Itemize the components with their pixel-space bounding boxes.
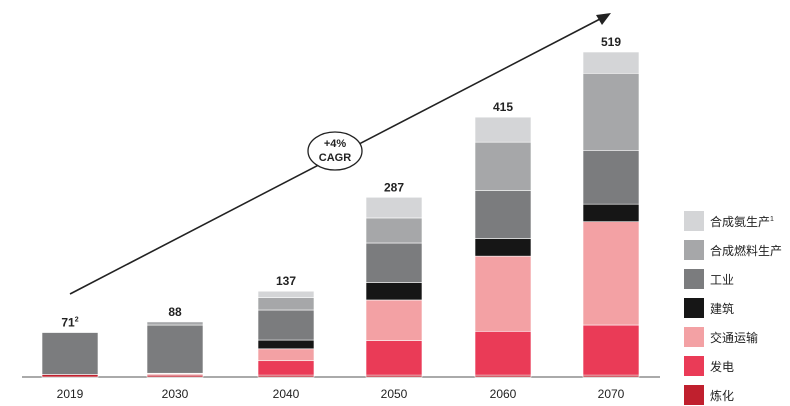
bar-segment-2040-7 xyxy=(257,290,315,298)
legend-swatch xyxy=(684,356,704,376)
bar-segment-2040-6 xyxy=(257,297,315,311)
bar-segment-2030-5 xyxy=(146,324,204,374)
legend-swatch xyxy=(684,298,704,318)
x-tick-label-2030: 2030 xyxy=(162,387,189,401)
bar-segment-2070-7 xyxy=(582,51,640,74)
legend-label: 交通运输 xyxy=(710,330,758,345)
legend-superscript: 1 xyxy=(770,216,774,223)
bar-segment-2070-2 xyxy=(582,324,640,376)
bar-segment-2060-3 xyxy=(474,255,532,332)
total-label-2070: 519 xyxy=(601,35,621,49)
bar-segment-2040-4 xyxy=(257,339,315,350)
bar-segment-2050-6 xyxy=(365,217,423,244)
bar-segment-2030-6 xyxy=(146,321,204,326)
legend-swatch xyxy=(684,385,704,405)
total-label-2060: 415 xyxy=(493,100,513,114)
bar-segment-2019-1 xyxy=(41,374,99,378)
bar-segment-2060-5 xyxy=(474,190,532,239)
total-label-2040: 137 xyxy=(276,274,296,288)
legend-label: 发电 xyxy=(710,359,734,374)
bar-segment-2050-5 xyxy=(365,242,423,283)
bar-segment-2050-4 xyxy=(365,282,423,301)
x-tick-label-2050: 2050 xyxy=(381,387,408,401)
bar-segment-2070-4 xyxy=(582,203,640,223)
bar-segment-2050-7 xyxy=(365,196,423,219)
x-tick-label-2060: 2060 xyxy=(490,387,517,401)
legend-label: 合成氨生产1 xyxy=(710,214,774,229)
labels-group: 712 2019 88 2030 137 2040 287 2050 415 2060 519 207… xyxy=(57,35,625,401)
total-label-2050: 287 xyxy=(384,180,404,194)
cagr-line1: +4% xyxy=(324,138,347,150)
bar-segment-2060-6 xyxy=(474,141,532,191)
cagr-line2: CAGR xyxy=(319,152,351,164)
bar-segment-2050-2 xyxy=(365,340,423,376)
total-superscript: 2 xyxy=(75,317,79,324)
legend-swatch xyxy=(684,327,704,347)
bar-segment-2040-3 xyxy=(257,348,315,362)
total-label-2030: 88 xyxy=(168,305,182,319)
x-tick-label-2019: 2019 xyxy=(57,387,84,401)
cagr-annotation: +4% CAGR xyxy=(307,131,363,171)
legend-swatch xyxy=(684,240,704,260)
bar-segment-2060-2 xyxy=(474,330,532,376)
bar-segment-2060-4 xyxy=(474,238,532,257)
legend-label: 工业 xyxy=(710,273,734,287)
total-label-2019: 712 xyxy=(61,316,78,330)
bar-segment-2060-7 xyxy=(474,116,532,143)
legend-swatch xyxy=(684,269,704,289)
bar-segment-2070-5 xyxy=(582,150,640,205)
bar-segment-2050-3 xyxy=(365,299,423,341)
bars-group xyxy=(41,51,640,378)
legend-label: 合成燃料生产 xyxy=(710,243,782,258)
legend-label: 建筑 xyxy=(710,301,734,316)
legend-swatch xyxy=(684,211,704,231)
bar-segment-2040-5 xyxy=(257,309,315,341)
bar-segment-2019-5 xyxy=(41,332,99,375)
bar-segment-2070-3 xyxy=(582,221,640,326)
x-tick-label-2040: 2040 xyxy=(273,387,300,401)
x-tick-label-2070: 2070 xyxy=(598,387,625,401)
bar-segment-2040-2 xyxy=(257,360,315,376)
legend-label: 炼化 xyxy=(710,388,734,403)
bar-segment-2070-6 xyxy=(582,72,640,151)
